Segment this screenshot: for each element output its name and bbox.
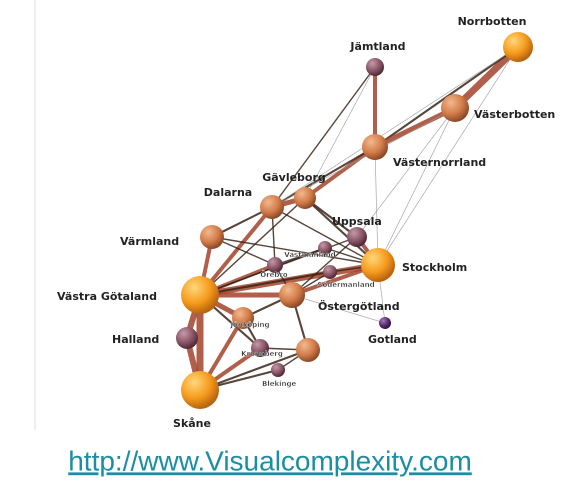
node-label: Skåne bbox=[173, 417, 211, 430]
node-label: Värmland bbox=[120, 235, 179, 248]
node bbox=[318, 241, 332, 255]
node bbox=[441, 94, 469, 122]
edge bbox=[377, 107, 456, 266]
edge bbox=[271, 206, 379, 266]
node-label: Uppsala bbox=[332, 215, 382, 228]
node bbox=[362, 134, 388, 160]
edge bbox=[199, 197, 306, 296]
edge bbox=[373, 105, 457, 150]
node-label: Jönköping bbox=[229, 321, 269, 329]
node bbox=[176, 327, 198, 349]
node bbox=[181, 371, 219, 409]
edge bbox=[303, 145, 377, 200]
node bbox=[503, 32, 533, 62]
node-label: Dalarna bbox=[204, 186, 252, 199]
node-label: Gävleborg bbox=[262, 171, 326, 184]
node bbox=[379, 317, 391, 329]
edge bbox=[304, 66, 376, 199]
node-label: Västmanland bbox=[284, 251, 335, 259]
node bbox=[366, 58, 384, 76]
node-label: Södermanland bbox=[317, 281, 374, 289]
node-label: Västerbotten bbox=[474, 108, 555, 121]
node bbox=[323, 265, 337, 279]
node-label: Gotland bbox=[368, 333, 417, 346]
node-label: Östergötland bbox=[318, 299, 400, 313]
node bbox=[232, 307, 254, 329]
edge bbox=[211, 236, 379, 266]
node-label: Västra Götaland bbox=[57, 290, 157, 303]
node bbox=[279, 282, 305, 308]
edge bbox=[356, 107, 456, 238]
node-label: Halland bbox=[112, 333, 159, 346]
edge bbox=[271, 66, 376, 208]
node bbox=[361, 248, 395, 282]
nodes: Norrbotten Jämtland Västerbotten Västernorr… bbox=[57, 15, 555, 430]
node-label: Örebro bbox=[260, 270, 288, 279]
node bbox=[200, 225, 224, 249]
edge bbox=[199, 270, 331, 297]
edge bbox=[291, 294, 386, 324]
node-label: Jämtland bbox=[349, 40, 405, 53]
node bbox=[267, 257, 283, 273]
node-label: Norrbotten bbox=[458, 15, 527, 28]
node-label: Blekinge bbox=[262, 380, 297, 388]
edge bbox=[377, 46, 519, 266]
edge bbox=[291, 236, 358, 296]
node bbox=[347, 227, 367, 247]
edge bbox=[199, 247, 326, 296]
node bbox=[294, 187, 316, 209]
node bbox=[260, 195, 284, 219]
node-label: Kronoberg bbox=[241, 350, 283, 358]
edge bbox=[374, 146, 379, 266]
edge bbox=[271, 146, 376, 208]
node-label: Västernorrland bbox=[393, 156, 486, 169]
link[interactable]: http://www.Visualcomplexity.com bbox=[68, 445, 472, 476]
edge bbox=[199, 349, 309, 391]
node bbox=[251, 339, 269, 357]
node bbox=[181, 276, 219, 314]
node bbox=[296, 338, 320, 362]
edge bbox=[271, 46, 519, 208]
node bbox=[271, 363, 285, 377]
node-label: Stockholm bbox=[402, 261, 467, 274]
